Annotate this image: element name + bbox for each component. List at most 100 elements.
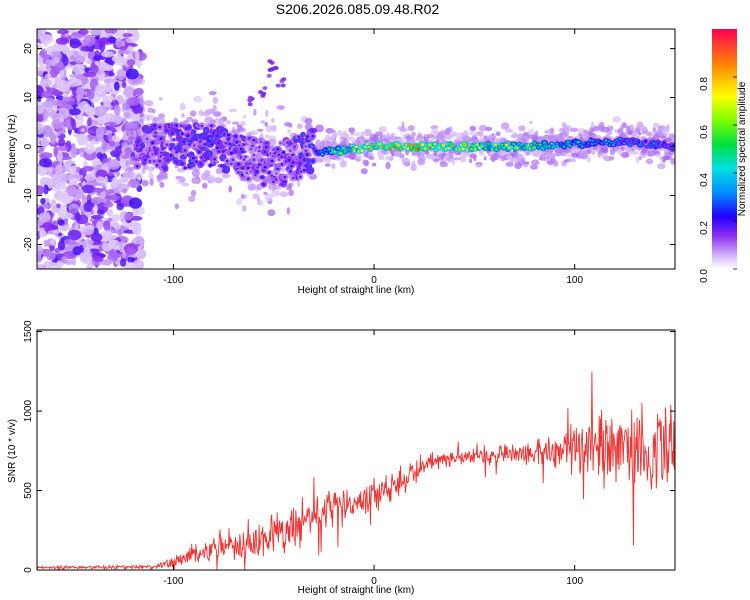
heatmap-cell xyxy=(668,133,675,138)
heatmap-cell xyxy=(427,154,437,160)
heatmap-cell xyxy=(122,188,128,194)
heatmap-cell xyxy=(181,113,185,118)
heatmap-cell xyxy=(173,117,178,125)
heatmap-cell xyxy=(411,131,416,138)
heatmap-cell xyxy=(40,34,54,45)
heatmap-cell xyxy=(114,81,120,91)
heatmap-cell xyxy=(271,117,275,123)
heatmap-cell xyxy=(239,120,246,127)
heatmap-cell xyxy=(446,157,453,163)
heatmap-cell xyxy=(101,51,114,58)
heatmap-cell xyxy=(494,138,502,142)
heatmap-cell xyxy=(40,137,50,147)
heatmap-cell xyxy=(183,166,187,170)
heatmap-cell xyxy=(213,157,217,161)
heatmap-cell xyxy=(237,162,240,166)
heatmap-cell xyxy=(175,124,179,127)
heatmap-cell xyxy=(246,131,255,136)
heatmap-cell xyxy=(601,145,609,154)
heatmap-cell xyxy=(83,71,96,78)
heatmap-cell xyxy=(234,135,238,138)
heatmap-cell xyxy=(541,153,547,162)
heatmap-cell xyxy=(164,166,167,170)
heatmap-cell xyxy=(632,151,639,155)
heatmap-cell xyxy=(625,125,631,132)
heatmap-cell xyxy=(487,134,494,140)
heatmap-cell xyxy=(203,120,209,125)
heatmap-cell xyxy=(117,230,123,236)
heatmap-cell xyxy=(279,79,285,83)
heatmap-cell xyxy=(174,203,179,210)
heatmap-cell xyxy=(109,239,117,246)
heatmap-cell xyxy=(270,125,277,132)
heatmap-cell xyxy=(328,154,335,160)
heatmap-cell xyxy=(60,174,72,181)
heatmap-cell xyxy=(155,163,159,167)
heatmap-cell xyxy=(156,174,162,179)
heatmap-cell xyxy=(336,147,340,150)
heatmap-cell xyxy=(178,137,181,140)
heatmap-cell xyxy=(449,151,454,160)
colorbar-label: Normalized spectral amplitude xyxy=(737,81,748,216)
heatmap-cell xyxy=(575,135,581,139)
heatmap-cell xyxy=(121,33,133,38)
heatmap-cell xyxy=(331,163,336,170)
colorbar-tick-label: 0.8 xyxy=(699,77,710,91)
heatmap-cell xyxy=(547,160,554,166)
heatmap-cell xyxy=(158,125,162,129)
heatmap-cell xyxy=(518,125,526,132)
heatmap-cell xyxy=(80,45,93,52)
heatmap-cell xyxy=(149,178,154,186)
heatmap-cell xyxy=(441,129,446,136)
heatmap-cell xyxy=(386,132,390,138)
heatmap-cell xyxy=(276,147,280,151)
heatmap-cell xyxy=(64,238,76,246)
heatmap-cell xyxy=(221,156,225,159)
heatmap-cell xyxy=(125,246,136,256)
heatmap-cell xyxy=(37,245,43,257)
heatmap-cell xyxy=(87,129,94,134)
heatmap-cell xyxy=(97,209,105,215)
heatmap-cell xyxy=(227,133,231,137)
heatmap-cell xyxy=(556,148,565,155)
heatmap-cell xyxy=(276,185,282,191)
heatmap-cell xyxy=(159,181,165,188)
heatmap-cell xyxy=(210,143,214,146)
heatmap-cell xyxy=(276,105,285,110)
heatmap-cell xyxy=(41,125,54,138)
heatmap-cell xyxy=(185,139,188,142)
heatmap-cell xyxy=(590,121,595,129)
heatmap-cell xyxy=(252,193,260,200)
heatmap-cell xyxy=(126,96,141,106)
heatmap-cell xyxy=(70,147,77,159)
heatmap-cell xyxy=(235,198,243,206)
heatmap-cell xyxy=(125,172,134,179)
heatmap-cell xyxy=(52,44,65,52)
heatmap-cell xyxy=(56,151,63,162)
spectrogram-x-axis-label: Height of straight line (km) xyxy=(298,285,415,296)
x-tick-label: -100 xyxy=(163,275,183,286)
heatmap-cell xyxy=(345,139,349,147)
heatmap-cell xyxy=(303,168,306,172)
heatmap-cell xyxy=(505,143,509,147)
heatmap-cell xyxy=(214,177,223,184)
heatmap-cell xyxy=(91,187,104,193)
heatmap-cell xyxy=(69,38,81,49)
heatmap-cell xyxy=(95,114,108,125)
heatmap-cell xyxy=(486,142,490,146)
heatmap-cell xyxy=(427,133,434,139)
heatmap-cell xyxy=(183,149,187,152)
heatmap-cell xyxy=(88,261,93,269)
heatmap-cell xyxy=(37,104,45,112)
heatmap-cell xyxy=(495,131,501,136)
heatmap-cell xyxy=(339,160,347,168)
heatmap-cell xyxy=(217,150,221,153)
heatmap-cell xyxy=(283,175,287,179)
heatmap-cell xyxy=(95,126,105,138)
heatmap-cell xyxy=(298,162,302,165)
heatmap-cell xyxy=(169,154,173,157)
y-tick-label: 20 xyxy=(23,43,34,55)
heatmap-cell xyxy=(461,135,471,140)
heatmap-cell xyxy=(107,159,121,170)
heatmap-cell xyxy=(527,129,535,136)
